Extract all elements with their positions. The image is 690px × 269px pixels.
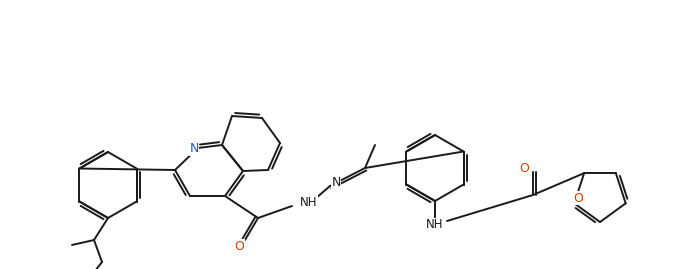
Text: O: O xyxy=(519,161,529,175)
Text: N: N xyxy=(189,143,199,155)
Text: O: O xyxy=(573,192,583,205)
Text: N: N xyxy=(331,176,341,189)
Text: O: O xyxy=(234,239,244,253)
Text: NH: NH xyxy=(300,196,317,208)
Text: NH: NH xyxy=(426,218,444,232)
